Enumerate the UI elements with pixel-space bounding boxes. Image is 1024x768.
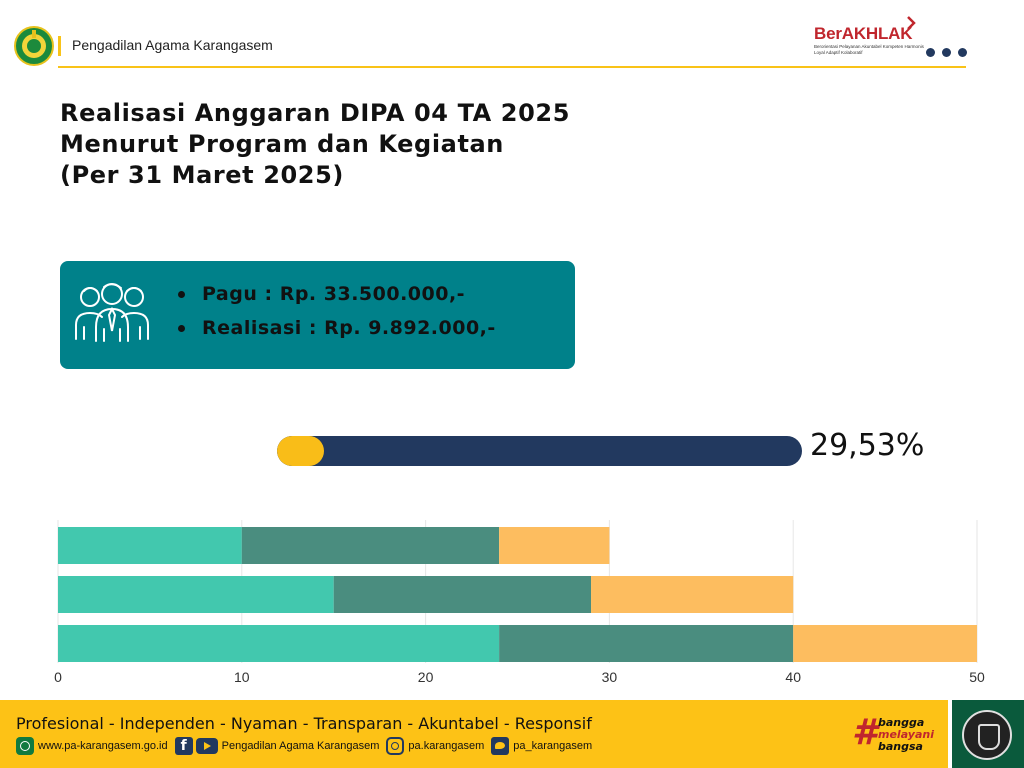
more-dots-icon [926,42,974,61]
bar-segment [58,625,500,662]
instagram-contact[interactable]: pa.karangasem [386,737,484,755]
realisasi-item: Realisasi : Rp. 9.892.000,- [178,311,496,345]
bangga-melayani-bangsa-logo: # bangga melayani bangsa [852,712,942,756]
page-title: Realisasi Anggaran DIPA 04 TA 2025 Menur… [60,98,570,191]
bar-segment [333,576,592,613]
x-tick-label: 50 [969,669,985,685]
bar-segment [591,576,794,613]
realization-progress-bar [277,436,802,466]
berakhlak-logo: BerAKHLAK Berorientasi Pelayanan Akuntab… [812,16,924,58]
budget-summary-list: Pagu : Rp. 33.500.000,- Realisasi : Rp. … [178,277,496,345]
footer-values: Profesional - Independen - Nyaman - Tran… [16,714,592,733]
ministry-seal-icon [962,710,1012,760]
x-tick-label: 40 [785,669,801,685]
header: Pengadilan Agama Karangasem BerAKHLAK Be… [0,0,1024,70]
globe-icon [16,737,34,755]
bar-segment [58,527,242,564]
x-tick-label: 30 [602,669,618,685]
bar-segment [793,625,977,662]
slogan-word-1: bangga [878,716,925,729]
twitter-handle[interactable]: pa_karangasem [513,740,593,752]
instagram-icon[interactable] [386,737,405,755]
social-name[interactable]: Pengadilan Agama Karangasem [221,740,380,752]
title-line-1: Realisasi Anggaran DIPA 04 TA 2025 [60,99,570,127]
instagram-handle[interactable]: pa.karangasem [408,740,485,752]
slogan-word-2: melayani [878,728,934,741]
footer-corner [952,700,1024,768]
progress-percentage: 29,53% [810,428,925,463]
chevron-right-icon [907,16,916,30]
progress-fill [277,436,324,466]
footer-contacts: www.pa-karangasem.go.id f Pengadilan Aga… [16,737,599,755]
website-link[interactable]: www.pa-karangasem.go.id [38,740,168,752]
court-emblem-icon [14,26,54,66]
pagu-item: Pagu : Rp. 33.500.000,- [178,277,496,311]
people-group-icon [75,283,149,342]
budget-summary-card: Pagu : Rp. 33.500.000,- Realisasi : Rp. … [60,261,575,369]
bar-segment [241,527,500,564]
slogan-word-3: bangsa [878,740,923,753]
header-accent-bar [58,36,61,56]
twitter-icon[interactable] [491,737,510,755]
brand-title: BerAKHLAK [814,24,913,43]
hashtag-icon: # [852,712,878,753]
website-contact[interactable]: www.pa-karangasem.go.id [16,737,168,755]
stacked-bar-chart: 0 10 20 30 40 50 [54,520,985,685]
x-tick-label: 0 [54,669,62,685]
title-line-2: Menurut Program dan Kegiatan [60,130,504,158]
youtube-icon[interactable] [195,738,218,754]
twitter-contact[interactable]: pa_karangasem [491,737,592,755]
org-name: Pengadilan Agama Karangasem [72,37,273,53]
title-line-3: (Per 31 Maret 2025) [60,161,344,189]
social-contact[interactable]: f Pengadilan Agama Karangasem [174,737,380,755]
bar-segment [499,625,794,662]
header-divider [58,66,966,68]
bar-segment [58,576,334,613]
x-tick-label: 20 [418,669,434,685]
facebook-icon[interactable]: f [174,737,193,755]
footer: Profesional - Independen - Nyaman - Tran… [0,700,948,768]
brand-tagline: Berorientasi Pelayanan Akuntabel Kompete… [814,44,924,55]
x-tick-label: 10 [234,669,250,685]
bar-segment [499,527,610,564]
